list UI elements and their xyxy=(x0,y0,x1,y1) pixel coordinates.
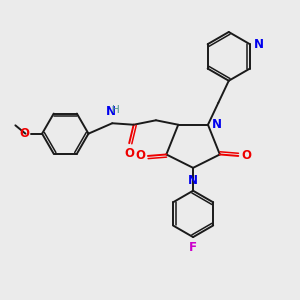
Text: F: F xyxy=(189,241,197,254)
Text: O: O xyxy=(124,147,134,160)
Text: O: O xyxy=(241,149,251,162)
Text: H: H xyxy=(112,105,120,115)
Text: O: O xyxy=(135,149,145,162)
Text: N: N xyxy=(254,38,263,51)
Text: N: N xyxy=(106,105,116,118)
Text: N: N xyxy=(188,174,198,188)
Text: N: N xyxy=(212,118,222,131)
Text: O: O xyxy=(19,127,29,140)
